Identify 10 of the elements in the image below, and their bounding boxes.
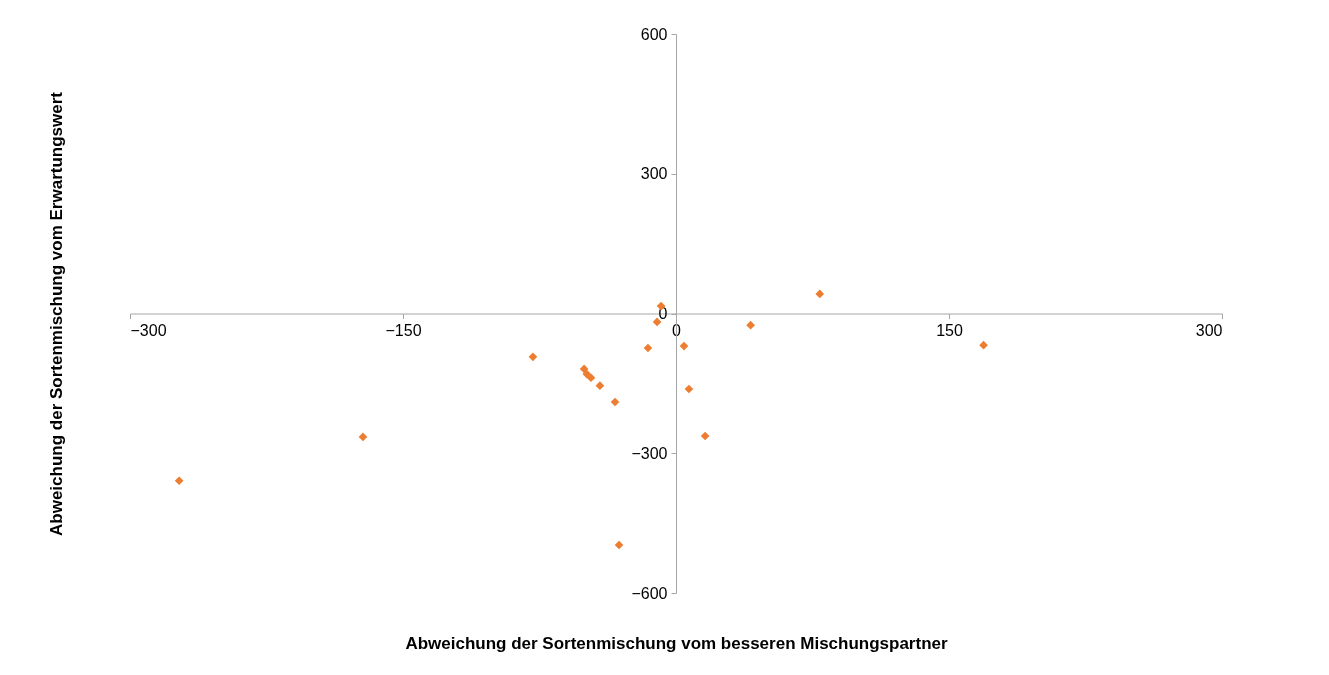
x-tick-label: 150 (936, 322, 963, 339)
y-axis-title: Abweichung der Sortenmischung vom Erwartungswert (46, 91, 66, 536)
y-tick-label: −600 (631, 584, 668, 602)
y-tick-label: 600 (640, 25, 668, 43)
y-tick-label: −300 (631, 444, 668, 462)
x-tick-label: −150 (385, 322, 422, 339)
x-tick-label: 300 (1195, 322, 1223, 339)
y-tick-label: 300 (640, 165, 668, 183)
x-tick-label: −300 (130, 322, 167, 339)
x-axis-title: Abweichung der Sortenmischung vom besseren Mischungspartner (405, 633, 948, 653)
